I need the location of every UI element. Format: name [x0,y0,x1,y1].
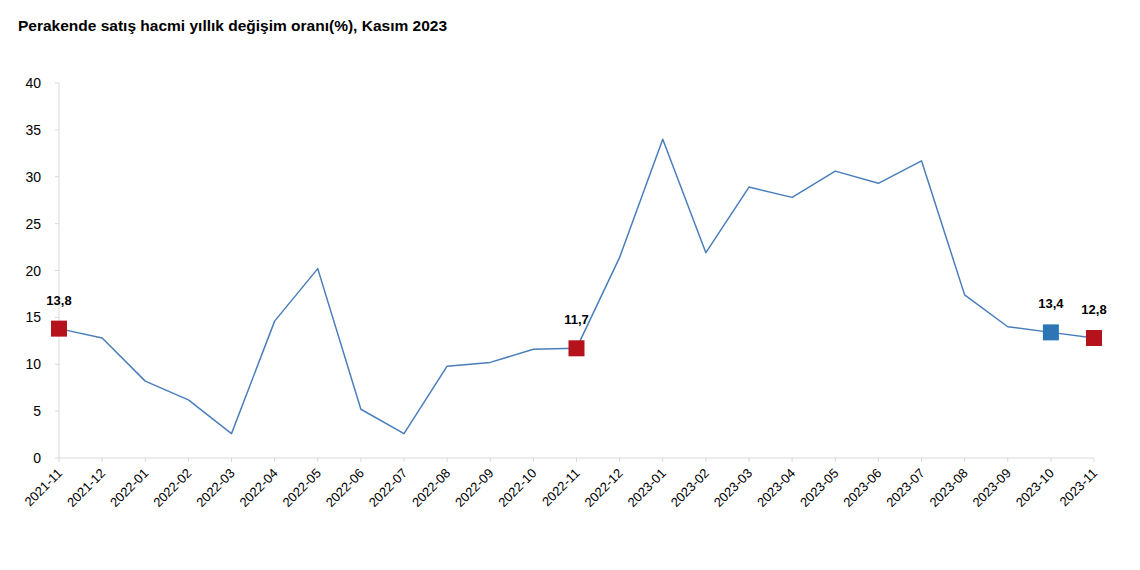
x-tick-label: 2022-05 [280,466,324,510]
x-tick [1050,458,1051,462]
y-tick [55,223,59,224]
y-tick-label: 25 [25,216,41,232]
chart-svg: Perakende satış hacmi yıllık değişim ora… [0,0,1140,570]
chart-container: Perakende satış hacmi yıllık değişim ora… [0,0,1140,570]
x-tick-label: 2022-01 [107,466,151,510]
x-tick [188,458,189,462]
y-tick [55,411,59,412]
x-tick-label: 2023-05 [797,466,841,510]
x-tick-label: 2023-08 [926,466,970,510]
x-tick-label: 2023-10 [1013,466,1057,510]
y-tick [55,270,59,271]
x-tick [878,458,879,462]
x-tick [662,458,663,462]
x-tick-label: 2022-06 [323,466,367,510]
marker [1086,330,1102,346]
chart-title: Perakende satış hacmi yıllık değişim ora… [18,17,447,34]
x-tick [404,458,405,462]
y-tick-label: 0 [33,450,41,466]
y-tick-label: 30 [25,169,41,185]
x-tick [317,458,318,462]
y-tick [55,176,59,177]
y-tick-label: 20 [25,263,41,279]
x-tick-label: 2023-04 [754,466,798,510]
x-tick [921,458,922,462]
x-tick-label: 2023-09 [970,466,1014,510]
x-tick-label: 2023-01 [625,466,669,510]
y-tick [55,364,59,365]
x-tick [274,458,275,462]
x-tick-label: 2022-12 [581,466,625,510]
x-tick [102,458,103,462]
x-tick [231,458,232,462]
y-tick [55,129,59,130]
x-tick [360,458,361,462]
x-tick [792,458,793,462]
x-tick-label: 2021-12 [64,466,108,510]
data-label: 12,8 [1081,302,1106,317]
x-tick [835,458,836,462]
x-tick-label: 2022-07 [366,466,410,510]
x-tick-label: 2022-11 [539,466,583,510]
plot-area [51,139,1102,433]
data-label: 11,7 [564,312,589,327]
x-tick [964,458,965,462]
x-tick-label: 2023-11 [1056,466,1100,510]
y-tick-label: 15 [25,309,41,325]
x-tick-label: 2022-03 [193,466,237,510]
marker [51,321,67,337]
y-tick-label: 35 [25,122,41,138]
x-tick-label: 2022-02 [150,466,194,510]
x-tick [619,458,620,462]
y-tick-label: 40 [25,75,41,91]
x-tick [59,458,60,462]
x-tick-label: 2023-03 [711,466,755,510]
y-tick-label: 10 [25,356,41,372]
marker [1043,324,1059,340]
x-tick-label: 2023-02 [668,466,712,510]
marker [569,340,585,356]
x-tick-label: 2022-04 [236,466,280,510]
x-tick-label: 2022-10 [495,466,539,510]
x-tick-label: 2023-07 [883,466,927,510]
x-tick [749,458,750,462]
y-tick [55,458,59,459]
x-tick-label: 2023-06 [840,466,884,510]
x-tick-label: 2022-09 [452,466,496,510]
x-tick [576,458,577,462]
x-tick [1094,458,1095,462]
x-tick-label: 2021-11 [21,466,65,510]
x-tick [447,458,448,462]
x-tick [490,458,491,462]
y-tick [55,317,59,318]
x-tick [1007,458,1008,462]
x-tick [533,458,534,462]
y-tick [55,83,59,84]
x-tick-label: 2022-08 [409,466,453,510]
data-label: 13,8 [46,293,71,308]
line-series [59,139,1094,433]
y-axis-line [59,83,60,458]
x-tick [705,458,706,462]
x-tick [145,458,146,462]
y-tick-label: 5 [33,403,41,419]
data-label: 13,4 [1038,296,1064,311]
